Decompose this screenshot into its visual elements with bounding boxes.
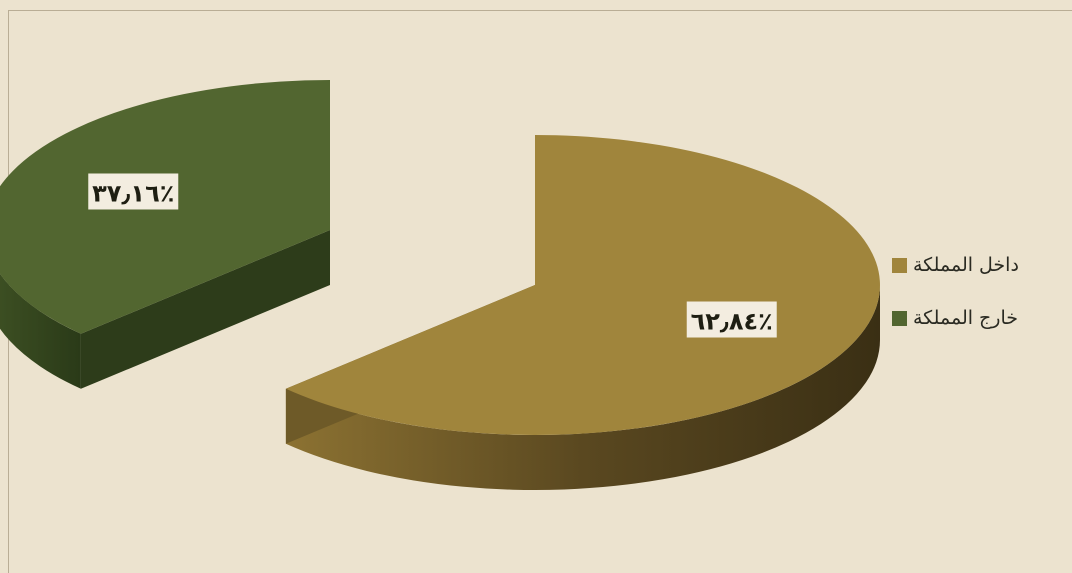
data-label-0: ٦٢٫٨٤٪ [691, 308, 773, 336]
pie-slice-wall-1 [80, 230, 330, 389]
legend-label-inside: داخل المملكة [913, 254, 1019, 276]
legend-swatch-inside [892, 257, 907, 273]
pie-slice-0 [285, 135, 880, 491]
pie-slice-side-0 [285, 285, 880, 491]
legend: داخل المملكة خارج المملكة [892, 252, 1062, 358]
legend-item-inside: داخل المملكة [892, 252, 1062, 278]
pie-slice-top-0 [285, 135, 880, 435]
pie-slice-1 [0, 80, 330, 389]
legend-item-outside: خارج المملكة [892, 305, 1062, 331]
data-label-bg-0 [686, 301, 777, 338]
data-label-1: ٣٧٫١٦٪ [92, 179, 174, 207]
legend-swatch-outside [892, 310, 907, 326]
data-label-bg-1 [88, 173, 179, 210]
legend-label-outside: خارج المملكة [913, 307, 1019, 329]
pie-slice-side-1 [0, 273, 81, 389]
